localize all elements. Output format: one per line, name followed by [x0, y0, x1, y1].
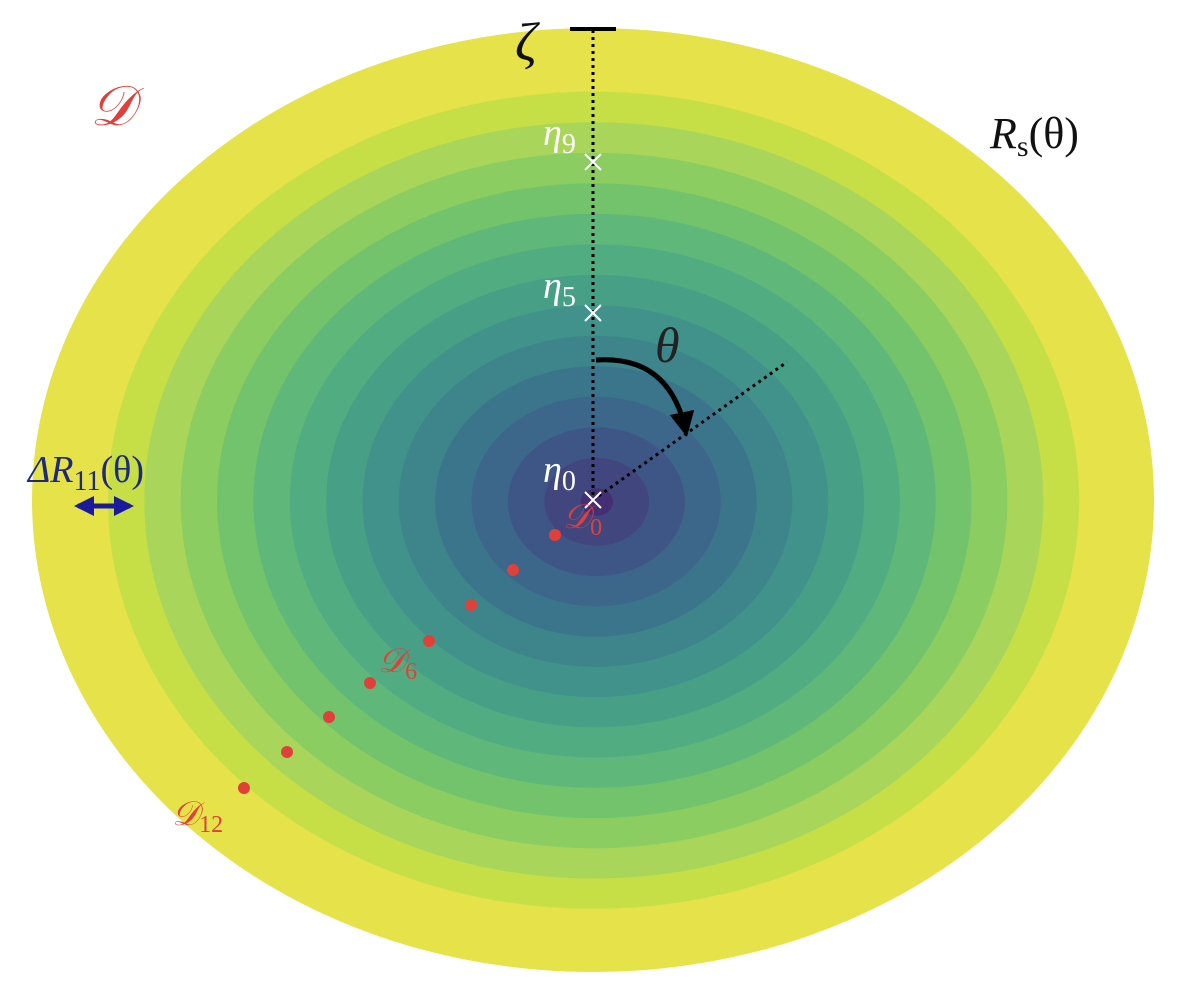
eta9-label: η9: [543, 112, 576, 160]
angle-arrow: [595, 357, 695, 437]
eta0-label: η0: [543, 449, 576, 497]
eta5-label: η5: [543, 265, 576, 313]
rs-label: Rs(θ): [989, 109, 1079, 163]
zeta-label: ζ: [515, 12, 540, 72]
delta-r-label: ΔR11(θ): [26, 449, 144, 497]
d12-label: 𝒟12: [172, 796, 223, 838]
theta-label: θ: [655, 317, 680, 373]
domain-label: 𝒟: [90, 76, 144, 138]
red-points: [238, 529, 561, 794]
crosses: [584, 153, 602, 509]
